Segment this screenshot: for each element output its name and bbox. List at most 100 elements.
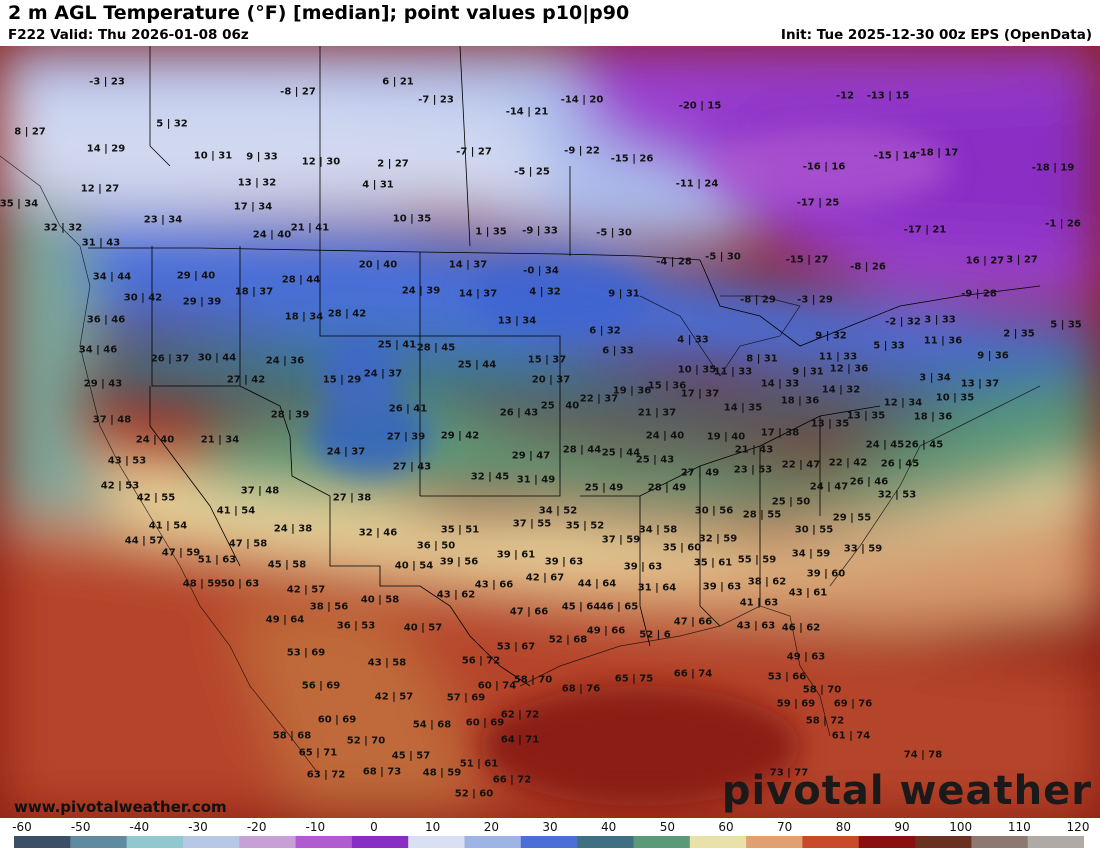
point-value: 20 | 37 [531, 374, 571, 386]
point-value: 36 | 46 [86, 314, 126, 326]
point-value: 27 | 39 [386, 431, 426, 443]
point-value: -15 | 26 [610, 153, 654, 165]
point-value: 35 | 34 [0, 198, 39, 210]
legend-tick: -60 [12, 820, 32, 834]
color-bar-segment [70, 836, 128, 848]
point-value: 4 | 31 [362, 179, 394, 191]
color-bar-segment [915, 836, 972, 848]
legend-tick: -30 [188, 820, 208, 834]
point-value: 21 | 41 [290, 222, 330, 234]
point-value: 12 | 27 [80, 183, 120, 195]
legend-tick: 120 [1066, 820, 1090, 834]
point-value: 27 | 49 [680, 467, 720, 479]
point-value: 36 | 50 [416, 540, 456, 552]
point-value: 52 | 68 [548, 634, 588, 646]
temperature-map[interactable]: -3 | 23 6 | 21 -8 | 27 -7 | 23 -14 | 20 -14 |… [0, 46, 1100, 818]
point-value: 21 | 37 [637, 407, 677, 419]
point-value: 17 | 38 [760, 427, 800, 439]
point-value: 9 | 32 [815, 330, 847, 342]
point-value: 15 | 36 [647, 380, 687, 392]
point-value: 45 | 57 [391, 750, 431, 762]
color-bar-segment [464, 836, 522, 848]
point-value: 41 | 54 [148, 520, 188, 532]
point-value: 26 | 45 [880, 458, 920, 470]
point-value: 31 | 49 [516, 474, 556, 486]
point-value: -14 | 20 [560, 94, 604, 106]
point-value: 46 | 65 [599, 601, 639, 613]
point-value: -9 | 22 [564, 145, 600, 157]
point-value: 39 | 63 [702, 581, 742, 593]
point-value: 37 | 48 [92, 414, 132, 426]
point-value: 13 | 35 [846, 410, 886, 422]
point-value: 5 | 32 [156, 118, 188, 130]
point-value: 25 | 41 [377, 339, 417, 351]
point-value: 30 | 44 [197, 352, 237, 364]
point-value: -11 | 24 [675, 178, 719, 190]
point-value: 31 | 64 [637, 582, 677, 594]
point-value: 48 | 59 [182, 578, 222, 590]
point-value: 32 | 59 [698, 533, 738, 545]
point-value: 35 | 52 [565, 520, 605, 532]
point-value: 42 | 55 [136, 492, 176, 504]
point-value: 2 | 27 [377, 158, 409, 170]
point-value: 37 | 48 [240, 485, 280, 497]
point-value: 58 | 70 [513, 674, 553, 686]
point-value: 19 | 40 [706, 431, 746, 443]
point-value: 21 | 43 [734, 444, 774, 456]
point-value: 29 | 40 [176, 270, 216, 282]
legend-tick: -50 [70, 820, 91, 834]
point-value: -3 | 23 [89, 76, 125, 88]
color-bar-segment [802, 836, 860, 848]
point-value: 17 | 34 [233, 201, 273, 213]
point-value: 27 | 43 [392, 461, 432, 473]
point-value: 24 | 37 [363, 368, 403, 380]
color-bar-segment [239, 836, 297, 848]
point-value: 39 | 61 [496, 549, 536, 561]
point-value: 24 | 40 [645, 430, 685, 442]
point-value: 41 | 63 [739, 597, 779, 609]
legend-tick: -10 [305, 820, 326, 834]
point-value: 32 | 32 [43, 222, 83, 234]
point-value: 36 | 53 [336, 620, 376, 632]
point-value: -8 | 26 [850, 261, 886, 273]
point-value: 12 | 34 [883, 397, 923, 409]
point-value: 44 | 64 [577, 578, 617, 590]
point-value: 5 | 33 [873, 340, 905, 352]
header: 2 m AGL Temperature (°F) [median]; point… [0, 0, 1100, 46]
point-value: 34 | 59 [791, 548, 831, 560]
point-value: -8 | 29 [740, 294, 776, 306]
legend-tick: 30 [542, 820, 558, 834]
point-value: 13 | 32 [237, 177, 277, 189]
point-value: -7 | 23 [418, 94, 454, 106]
point-value: 33 | 59 [843, 543, 883, 555]
point-value: 34 | 58 [638, 524, 678, 536]
point-value: 3 | 34 [919, 372, 951, 384]
point-value: 53 | 66 [767, 671, 807, 683]
point-value: 43 | 58 [367, 657, 407, 669]
point-value: -5 | 25 [514, 166, 550, 178]
point-value: 28 | 45 [416, 342, 456, 354]
point-value: 24 | 40 [252, 229, 292, 241]
point-value: 14 | 37 [448, 259, 488, 271]
brand-logo: pivotal weather [721, 768, 1092, 814]
point-value: 22 | 37 [579, 393, 619, 405]
point-value: 21 | 34 [200, 434, 240, 446]
point-value: 2 | 35 [1003, 328, 1035, 340]
point-value: 35 | 61 [693, 557, 733, 569]
legend-tick: 70 [777, 820, 793, 834]
color-bar-segment [408, 836, 465, 848]
point-value: 24 | 38 [273, 523, 313, 535]
point-value: 28 | 44 [281, 274, 321, 286]
point-value: 55 | 59 [737, 554, 777, 566]
point-value: 25 | 43 [635, 454, 675, 466]
point-value: 8 | 27 [14, 126, 46, 138]
point-value: -18 | 19 [1031, 162, 1075, 174]
point-value: 16 | 27 [965, 255, 1005, 267]
point-value: 10 | 35 [935, 392, 975, 404]
point-value: 18 | 37 [234, 286, 274, 298]
point-value: 27 | 38 [332, 492, 372, 504]
point-value: -0 | 34 [523, 265, 559, 277]
site-url[interactable]: www.pivotalweather.com [14, 798, 227, 816]
color-bar-segment [1027, 836, 1084, 848]
color-legend: -60 -50 -40 -30 -20 -10 0 10 20 30 40 50 60 70 80 90 100… [0, 818, 1100, 850]
